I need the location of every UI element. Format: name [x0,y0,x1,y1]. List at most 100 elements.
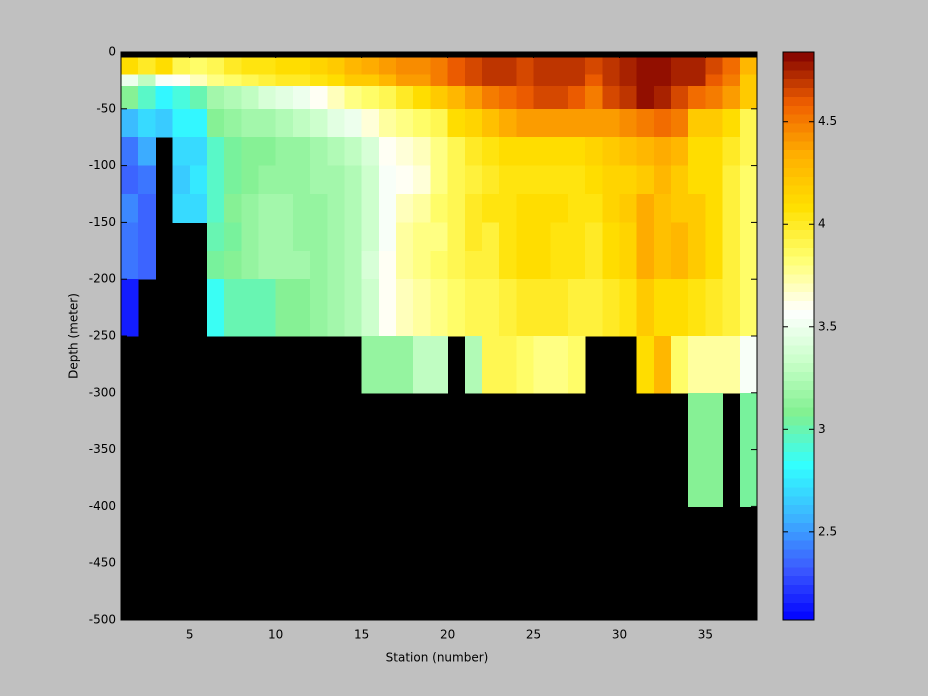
heatmap-cell [292,86,311,110]
x-axis-label: Station (number) [386,651,489,665]
y-tick-label: -500 [89,613,116,627]
colorbar-tick-label: 4.5 [818,114,837,128]
heatmap-cell [430,108,449,138]
heatmap-cell [189,57,208,76]
heatmap-cell [533,222,552,252]
heatmap-cell [705,165,724,195]
y-tick-label: -300 [89,385,116,399]
heatmap-cell [464,74,483,87]
heatmap-cell [396,336,414,394]
heatmap-cell [602,250,620,280]
heatmap-cell [430,57,449,76]
heatmap-cell [671,279,689,337]
heatmap-cell [533,57,552,76]
heatmap-cell [430,222,449,252]
heatmap-cell [413,137,431,167]
x-tick-label: 20 [440,628,455,642]
heatmap-cell [224,165,242,195]
heatmap-cell [499,57,517,76]
heatmap-cell [636,250,655,280]
heatmap-cell [292,194,311,223]
heatmap-cell [636,279,655,337]
colorbar-swatch [783,584,814,594]
heatmap-cell [481,279,500,337]
colorbar-swatch [783,513,814,523]
colorbar-swatch [783,407,814,417]
heatmap-cell [533,336,552,394]
heatmap-cell [585,74,603,87]
heatmap-cell [292,222,311,252]
heatmap-cell [567,222,586,252]
heatmap-cell [172,74,191,87]
heatmap-cell [430,86,449,110]
heatmap-cell [241,222,260,252]
heatmap-cell [292,108,311,138]
heatmap-cell [155,108,174,138]
heatmap-cell [138,222,156,252]
heatmap-cell [619,279,638,337]
colorbar-swatch [783,69,814,80]
heatmap-cell [344,165,363,195]
heatmap-cell [516,336,535,394]
heatmap-cell [344,279,363,337]
x-tick-label: 30 [612,628,627,642]
heatmap-cell [396,279,414,337]
heatmap-cell [413,86,431,110]
heatmap-cell [189,74,208,87]
heatmap-cell [241,194,260,223]
heatmap-cell [275,222,294,252]
heatmap-cell [464,194,483,223]
heatmap-cell [533,137,552,167]
heatmap-cell [567,74,586,87]
heatmap-cell [224,279,242,337]
heatmap-cell [447,222,466,252]
heatmap-cell [361,336,380,394]
heatmap-cell [499,108,517,138]
heatmap-cell [447,74,466,87]
heatmap-cell [430,137,449,167]
colorbar-swatch [783,60,814,71]
heatmap-cell [619,194,638,223]
heatmap-cell [688,250,706,280]
colorbar-swatch [783,575,814,585]
heatmap-cell [739,194,758,223]
heatmap-cell [585,222,603,252]
colorbar-swatch [783,167,814,177]
heatmap-cell [327,279,345,337]
heatmap-cell [396,86,414,110]
colorbar-swatch [783,495,814,506]
heatmap-cell [378,57,397,76]
colorbar-swatch [783,469,814,479]
heatmap-cell [361,222,380,252]
heatmap-cell [705,279,724,337]
heatmap-cell [189,137,208,167]
y-tick-label: -50 [96,101,116,115]
heatmap-cell [138,57,156,76]
heatmap-cell [671,108,689,138]
heatmap-cell [481,86,500,110]
heatmap-cell [705,137,724,167]
heatmap-cell [327,74,345,87]
heatmap-cell [430,250,449,280]
colorbar-swatch [783,327,814,337]
y-tick-label: -150 [89,215,116,229]
heatmap-cell [121,222,139,252]
heatmap-cell [602,108,620,138]
heatmap-cell [172,108,191,138]
x-tick-label: 15 [354,628,369,642]
heatmap-cell [653,57,672,76]
heatmap-cell [413,194,431,223]
heatmap-cell [688,222,706,252]
heatmap-cell [516,108,535,138]
heatmap-cell [361,250,380,280]
heatmap-cell [619,86,638,110]
colorbar-swatch [783,211,814,222]
heatmap-cell [516,165,535,195]
heatmap-cell [533,165,552,195]
heatmap-cell [327,165,345,195]
heatmap-cell [567,86,586,110]
heatmap-cell [155,74,174,87]
heatmap-cell [585,86,603,110]
heatmap-cell [499,86,517,110]
heatmap-cell [121,250,139,280]
